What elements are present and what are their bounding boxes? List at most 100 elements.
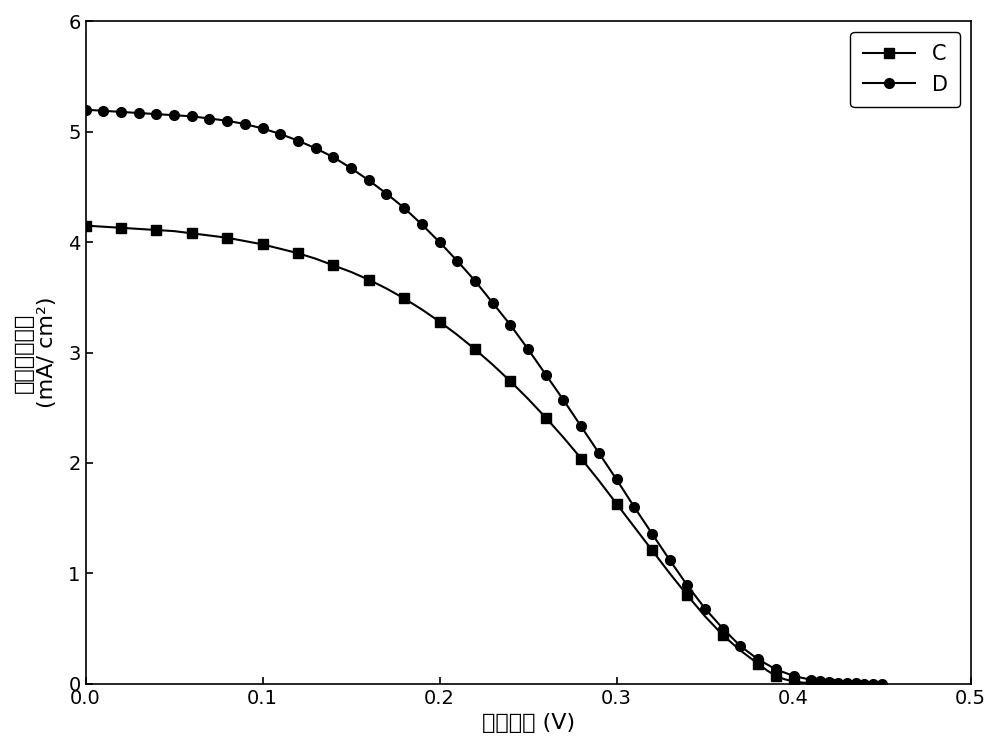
D — [97, 106, 109, 115]
C — [203, 231, 215, 240]
C — [664, 568, 676, 577]
D — [451, 256, 463, 265]
D — [239, 120, 251, 128]
C — [522, 394, 534, 403]
C — [717, 630, 729, 639]
C — [699, 612, 711, 621]
C — [274, 244, 286, 253]
D — [717, 624, 729, 633]
C — [416, 305, 428, 314]
C — [398, 294, 410, 303]
D — [416, 220, 428, 229]
C — [345, 267, 357, 276]
D — [363, 176, 375, 185]
C — [292, 249, 304, 258]
C — [451, 330, 463, 339]
D — [80, 105, 92, 114]
C — [469, 345, 481, 354]
D — [504, 320, 516, 329]
C — [487, 360, 499, 369]
D — [593, 448, 605, 457]
X-axis label: 开路电压 (V): 开路电压 (V) — [482, 713, 575, 733]
C — [540, 413, 552, 422]
C — [150, 226, 162, 235]
C — [239, 237, 251, 246]
D — [186, 112, 198, 121]
D — [814, 677, 826, 686]
C — [310, 254, 322, 263]
D — [257, 124, 269, 133]
C — [646, 545, 658, 554]
C — [805, 679, 817, 688]
C — [380, 284, 392, 293]
D — [611, 475, 623, 484]
C — [186, 229, 198, 238]
D — [150, 110, 162, 119]
D — [557, 395, 569, 404]
C — [327, 261, 339, 270]
C — [363, 275, 375, 284]
C — [823, 679, 835, 688]
Line: D: D — [81, 105, 887, 689]
D — [832, 678, 844, 687]
C — [115, 223, 127, 232]
C — [770, 672, 782, 681]
C — [788, 677, 800, 686]
D — [327, 152, 339, 161]
D — [770, 665, 782, 674]
D — [133, 108, 145, 117]
Legend: C, D: C, D — [850, 32, 960, 108]
D — [850, 679, 862, 688]
D — [823, 678, 835, 686]
D — [628, 503, 640, 512]
D — [681, 581, 693, 590]
D — [434, 238, 446, 247]
D — [310, 144, 322, 153]
D — [734, 642, 746, 651]
Y-axis label: 短路电流密度
(mA/ cm²): 短路电流密度 (mA/ cm²) — [14, 297, 57, 409]
D — [646, 529, 658, 538]
D — [274, 129, 286, 138]
D — [858, 679, 870, 688]
C — [133, 224, 145, 233]
C — [796, 678, 808, 687]
C — [611, 499, 623, 508]
C — [734, 646, 746, 655]
D — [115, 108, 127, 117]
D — [221, 117, 233, 125]
D — [540, 370, 552, 379]
D — [380, 189, 392, 198]
C — [814, 679, 826, 688]
C — [557, 433, 569, 442]
D — [752, 655, 764, 664]
C — [575, 454, 587, 463]
D — [345, 164, 357, 173]
C — [80, 221, 92, 230]
C — [97, 222, 109, 231]
D — [575, 422, 587, 431]
C — [752, 660, 764, 669]
C — [221, 233, 233, 242]
D — [788, 672, 800, 681]
D — [203, 114, 215, 123]
D — [805, 675, 817, 684]
D — [664, 556, 676, 565]
D — [699, 604, 711, 613]
C — [628, 522, 640, 531]
D — [469, 276, 481, 285]
D — [841, 679, 853, 688]
D — [522, 345, 534, 354]
C — [504, 376, 516, 385]
D — [292, 136, 304, 145]
D — [867, 679, 879, 688]
Line: C: C — [81, 221, 834, 689]
C — [168, 226, 180, 235]
C — [593, 476, 605, 485]
D — [398, 203, 410, 212]
C — [779, 675, 791, 684]
C — [681, 591, 693, 600]
C — [434, 317, 446, 326]
D — [168, 111, 180, 120]
D — [876, 679, 888, 688]
D — [487, 298, 499, 307]
